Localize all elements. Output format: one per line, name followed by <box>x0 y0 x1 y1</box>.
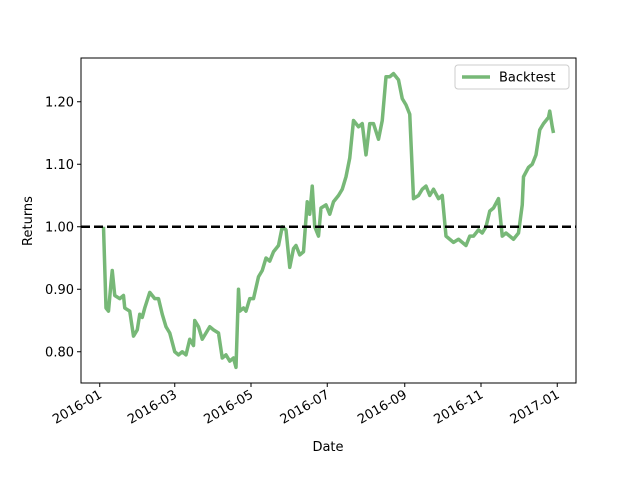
y-tick-label: 1.20 <box>45 95 74 110</box>
legend-label: Backtest <box>499 71 556 86</box>
line-series <box>101 71 556 370</box>
x-tick-label: 2016-07 <box>278 387 333 427</box>
x-axis-label: Date <box>312 440 343 455</box>
x-tick-label: 2016-05 <box>201 387 256 427</box>
y-axis-label: Returns <box>21 196 36 246</box>
x-tick-label: 2016-03 <box>125 387 180 427</box>
x-tick-label: 2016-01 <box>50 387 105 427</box>
y-tick-label: 1.00 <box>45 220 74 235</box>
y-tick-label: 0.90 <box>45 283 74 298</box>
legend-box <box>454 64 570 90</box>
plot-frame <box>80 57 577 384</box>
x-tick-label: 2017-01 <box>508 387 563 427</box>
y-tick-label: 1.10 <box>45 158 74 173</box>
y-tick-label: 0.80 <box>45 345 74 360</box>
x-tick-label: 2016-09 <box>355 387 410 427</box>
x-tick-label: 2016-11 <box>431 387 486 427</box>
